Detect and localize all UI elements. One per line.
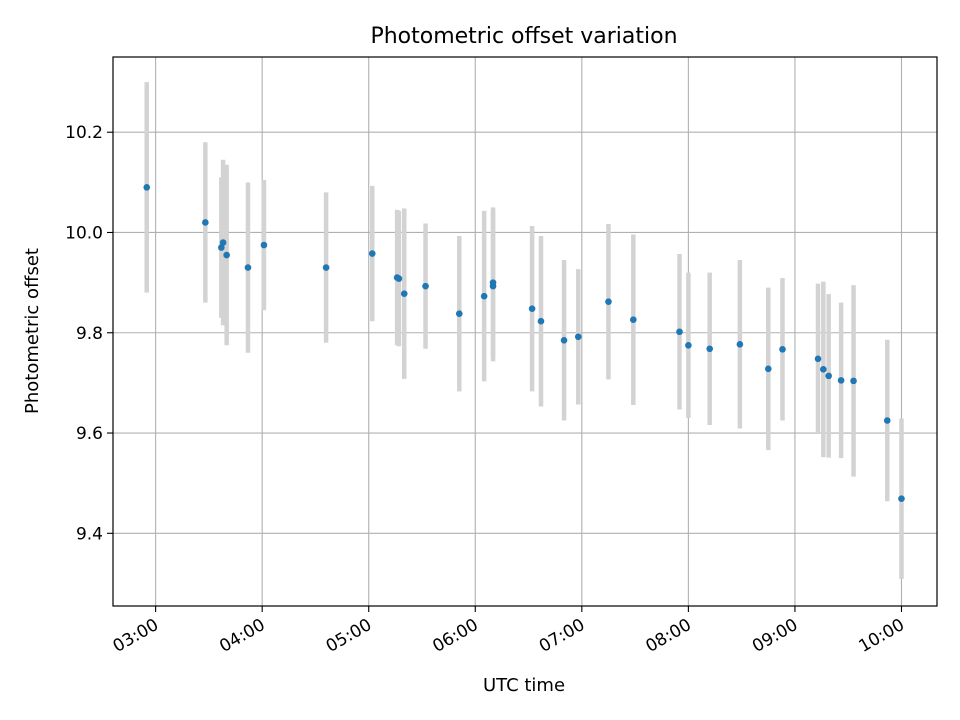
- data-point: [322, 264, 330, 271]
- data-point: [574, 333, 582, 341]
- data-point: [400, 290, 408, 297]
- y-tick-label: 9.8: [76, 324, 103, 344]
- data-point: [218, 244, 225, 251]
- y-tick-label: 10.2: [65, 123, 103, 143]
- data-point: [223, 251, 230, 259]
- data-point: [368, 250, 376, 257]
- grid: [113, 57, 937, 606]
- x-tick-label: 03:00: [110, 615, 162, 657]
- data-point: [395, 275, 403, 282]
- x-tick-label: 09:00: [749, 615, 801, 657]
- chart-title: Photometric offset variation: [370, 24, 677, 49]
- x-tick-label: 07:00: [536, 615, 588, 657]
- data-point: [143, 184, 151, 191]
- data-point: [605, 298, 612, 305]
- data-point: [736, 340, 744, 348]
- data-point: [244, 264, 252, 271]
- data-point: [676, 328, 683, 336]
- data-point: [480, 292, 488, 300]
- y-axis-ticks: 9.4 9.6 9.8 10.0 10.2: [65, 123, 113, 544]
- data-point: [455, 310, 463, 318]
- data-point: [837, 377, 845, 384]
- data-point: [630, 316, 637, 324]
- data-point: [883, 417, 891, 424]
- plot-frame: [112, 56, 938, 607]
- x-axis-label: UTC time: [483, 675, 565, 696]
- data-point: [537, 317, 545, 325]
- data-point: [820, 366, 827, 373]
- data-point: [685, 341, 692, 349]
- data-point: [489, 279, 497, 286]
- data-point: [825, 372, 832, 380]
- x-tick-label: 08:00: [642, 615, 694, 657]
- x-axis-ticks: 03:00 04:00 05:00 06:00 07:00 08:00 09:00 10:00: [110, 606, 908, 657]
- data-point: [422, 282, 429, 290]
- data-point: [202, 219, 209, 226]
- data-point: [779, 345, 786, 353]
- data-point: [764, 365, 772, 373]
- y-tick-label: 10.0: [65, 223, 103, 243]
- y-tick-label: 9.6: [76, 424, 103, 444]
- x-tick-label: 04:00: [216, 615, 268, 657]
- data-point: [219, 239, 227, 246]
- data-point: [898, 495, 905, 503]
- data-point: [706, 345, 713, 353]
- x-tick-label: 05:00: [323, 615, 375, 657]
- data-point: [528, 305, 536, 312]
- data-point: [560, 336, 568, 344]
- x-tick-label: 06:00: [429, 615, 481, 657]
- data-point: [260, 241, 268, 249]
- data-point: [814, 355, 822, 363]
- data-points: [143, 184, 905, 503]
- errorbars: [144, 82, 904, 579]
- y-axis-label: Photometric offset: [22, 248, 43, 414]
- data-point: [850, 377, 857, 385]
- x-tick-label: 10:00: [856, 615, 908, 657]
- y-tick-label: 9.4: [76, 524, 103, 544]
